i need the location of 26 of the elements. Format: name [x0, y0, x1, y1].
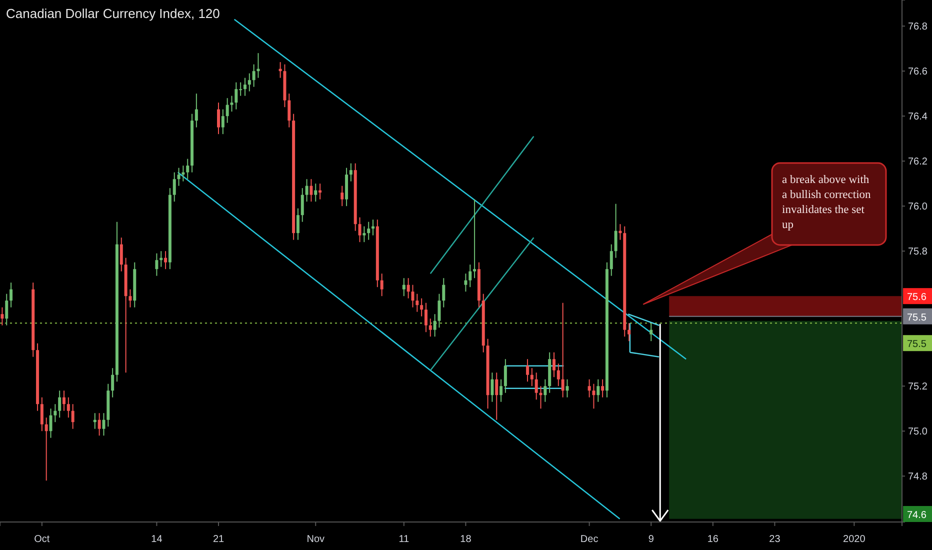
ref-line-label: 75.5 — [907, 339, 927, 350]
text: Canadian Dollar Currency Index, 120 — [6, 6, 220, 21]
x-tick-label: 9 — [648, 534, 654, 545]
y-tick-label: 75.0 — [908, 426, 928, 438]
y-tick-label: 76.8 — [908, 21, 928, 32]
y-tick-label: 75.8 — [908, 246, 928, 258]
x-tick-label: 21 — [212, 534, 225, 545]
ref-line-label: 75.5 — [907, 312, 927, 324]
y-tick-label: 76.6 — [908, 66, 928, 78]
band-label: 75.6 — [907, 292, 927, 304]
x-tick-label: 16 — [707, 534, 719, 545]
y-tick-label: 75.2 — [908, 381, 928, 392]
y-tick-label: 76.4 — [908, 111, 928, 122]
band-label: 74.6 — [907, 510, 927, 521]
x-tick-label: 18 — [460, 534, 472, 545]
y-tick-label: 76.0 — [908, 201, 928, 212]
x-tick-label: Dec — [580, 534, 598, 545]
x-tick-label: Nov — [306, 534, 325, 545]
x-tick-label: 11 — [398, 534, 410, 545]
x-tick-label: 2020 — [843, 534, 866, 545]
annotation: a break above with a bullish correction invalidates the set up — [782, 174, 872, 231]
x-tick-label: 14 — [151, 534, 163, 545]
y-tick-label: 76.2 — [908, 156, 928, 168]
y-tick-label: 74.8 — [908, 471, 928, 482]
x-tick-label: Oct — [34, 534, 50, 545]
x-tick-label: 23 — [769, 534, 781, 545]
